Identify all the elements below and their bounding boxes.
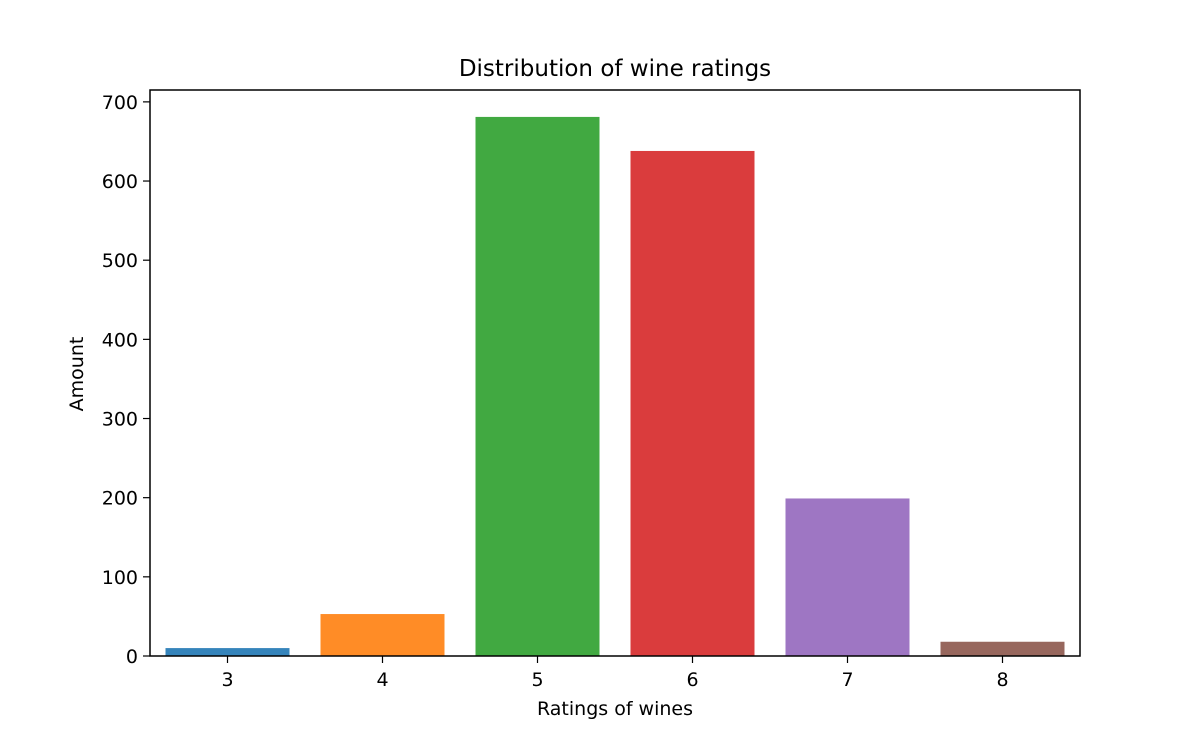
chart-title: Distribution of wine ratings [459,56,771,82]
plot-frame [149,89,1081,657]
x-tick-label: 8 [996,669,1008,691]
y-tick-label: 100 [102,567,138,589]
y-tick-label: 0 [126,646,138,668]
y-tick-label: 700 [102,92,138,114]
x-tick-label: 3 [221,669,233,691]
bar-rating-4 [320,614,445,656]
y-axis-ticks: 0 100 200 300 400 500 600 700 [102,92,150,668]
y-tick-label: 300 [102,409,138,431]
y-axis-label: Amount [66,337,88,412]
x-tick-label: 6 [686,669,698,691]
x-axis-label: Ratings of wines [537,698,693,720]
y-tick-label: 200 [102,488,138,510]
bar-rating-3 [165,648,290,656]
x-axis-ticks: 3 4 5 6 7 8 [221,656,1009,691]
y-tick-label: 600 [102,171,138,193]
bar-rating-6 [630,150,755,656]
bars-group [165,116,1065,657]
bar-rating-8 [940,641,1065,656]
x-tick-label: 7 [841,669,853,691]
y-tick-label: 400 [102,329,138,351]
bar-rating-5 [475,116,600,657]
x-tick-label: 4 [376,669,388,691]
x-tick-label: 5 [531,669,543,691]
bar-rating-7 [785,498,910,656]
y-tick-label: 500 [102,250,138,272]
